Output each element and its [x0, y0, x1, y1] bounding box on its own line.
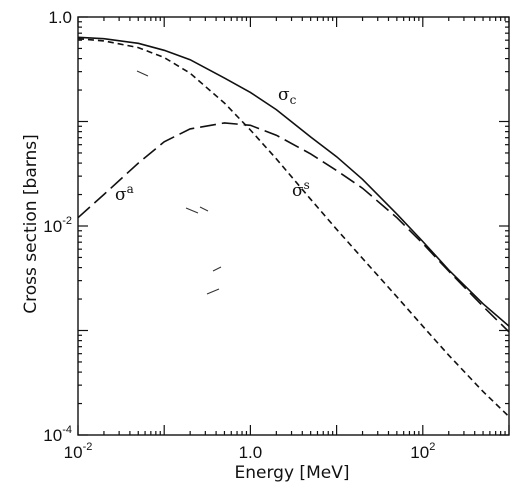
- scan-mark: [212, 266, 222, 272]
- scan-mark: [136, 70, 149, 77]
- y-tick-label: 1.0: [48, 8, 72, 27]
- scan-mark: [199, 206, 209, 212]
- scan-artifacts: [136, 70, 222, 295]
- y-tick-label: 10-4: [43, 424, 72, 445]
- x-tick-label: 10-2: [64, 441, 93, 462]
- y-axis-label: Cross section [barns]: [21, 134, 41, 313]
- series-label: σc: [278, 85, 297, 107]
- y-tick-label: 10-2: [43, 215, 72, 236]
- series-label: σs: [292, 178, 310, 201]
- series-line-σc: [77, 36, 510, 327]
- scan-mark: [206, 288, 220, 295]
- series-lines: [77, 36, 510, 418]
- curve-labels: σc σs σa: [115, 85, 310, 205]
- series-label: σa: [115, 182, 134, 205]
- x-tick-label: 1.0: [239, 443, 263, 462]
- series-line-σa: [77, 122, 510, 333]
- x-tick-label: 102: [410, 441, 435, 462]
- x-axis-label: Energy [MeV]: [235, 463, 350, 483]
- plot-area-border: [77, 16, 510, 436]
- scan-mark: [185, 207, 199, 214]
- plot-frame: [77, 16, 510, 436]
- series-line-σs: [77, 37, 510, 418]
